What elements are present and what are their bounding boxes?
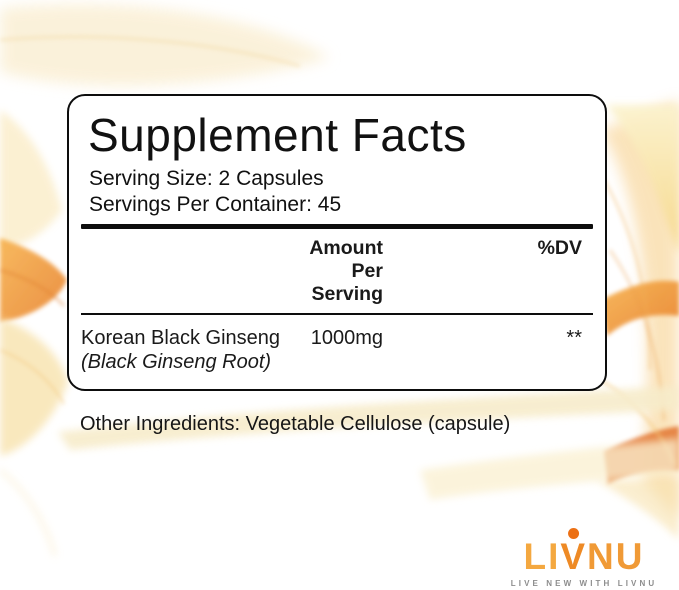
- livnu-letter-i: I: [548, 536, 561, 577]
- ingredient-name: Korean Black Ginseng: [81, 326, 281, 349]
- ingredient-subname: (Black Ginseng Root): [81, 350, 272, 373]
- ingredient-row: Korean Black Ginseng (Black Ginseng Root…: [81, 315, 593, 374]
- livnu-person-dot-icon: [567, 528, 579, 539]
- divider-thin: [81, 313, 593, 315]
- column-header-amount-per-serving: Amount Per Serving: [309, 237, 383, 305]
- livnu-logo: LI VNU LIVE NEW WITH LIVNU: [506, 528, 662, 588]
- livnu-letter-n: N: [587, 536, 616, 577]
- supplement-facts-panel: Supplement Facts Serving Size: 2 Capsule…: [67, 94, 607, 391]
- ingredient-dv: **: [566, 326, 582, 349]
- livnu-tagline: LIVE NEW WITH LIVNU: [510, 579, 658, 588]
- other-ingredients: Other Ingredients: Vegetable Cellulose (…: [80, 413, 511, 435]
- panel-title: Supplement Facts: [88, 109, 467, 161]
- ingredient-name-cell: Korean Black Ginseng (Black Ginseng Root…: [81, 326, 301, 374]
- serving-size: Serving Size: 2 Capsules: [89, 167, 324, 190]
- ingredient-amount: 1000mg: [310, 326, 383, 349]
- servings-per-container: Servings Per Container: 45: [89, 193, 342, 216]
- table-header-row: Amount Per Serving %DV: [81, 229, 593, 313]
- livnu-letter-v: V: [560, 528, 588, 577]
- livnu-wordmark: LI VNU: [506, 528, 662, 577]
- livnu-letter-v-glyph: V: [560, 536, 588, 577]
- divider-thick-top: [81, 224, 593, 229]
- livnu-letter-u: U: [615, 536, 645, 577]
- column-header-dv: %DV: [537, 237, 582, 259]
- livnu-letter-l: L: [523, 536, 549, 577]
- serving-info: Serving Size: 2 Capsules Servings Per Co…: [81, 166, 593, 218]
